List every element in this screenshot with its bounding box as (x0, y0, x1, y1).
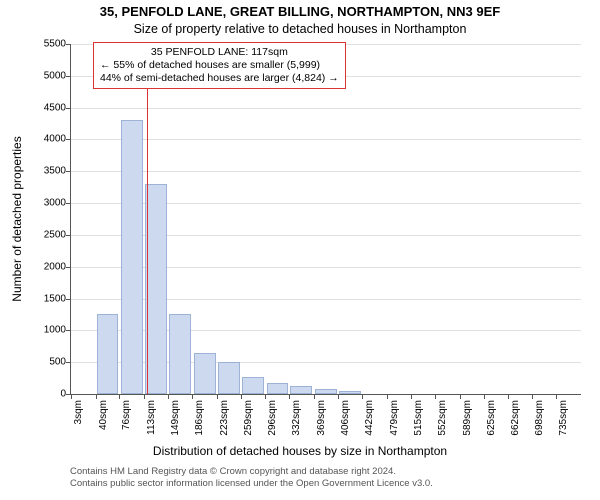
x-tick-label: 735sqm (558, 400, 569, 436)
x-tick-label: 76sqm (121, 400, 132, 430)
histogram-bar (242, 377, 264, 394)
footer-attribution: Contains HM Land Registry data © Crown c… (70, 466, 590, 490)
x-tick-label: 332sqm (291, 400, 302, 436)
y-tick-label: 2000 (36, 261, 66, 272)
x-axis-label: Distribution of detached houses by size … (0, 444, 600, 458)
histogram-bar (218, 362, 239, 394)
x-tick-label: 259sqm (243, 400, 254, 436)
x-tick-label: 186sqm (194, 400, 205, 436)
x-tick-mark (144, 394, 145, 399)
histogram-bar (121, 120, 143, 394)
y-tick-mark (66, 203, 71, 204)
x-tick-label: 406sqm (340, 400, 351, 436)
page-title-line1: 35, PENFOLD LANE, GREAT BILLING, NORTHAM… (0, 4, 600, 19)
x-tick-label: 589sqm (462, 400, 473, 436)
x-tick-mark (556, 394, 557, 399)
x-tick-mark (460, 394, 461, 399)
y-tick-label: 500 (36, 357, 66, 368)
y-tick-mark (66, 108, 71, 109)
y-tick-label: 1500 (36, 293, 66, 304)
y-tick-label: 3500 (36, 166, 66, 177)
y-tick-label: 2500 (36, 229, 66, 240)
callout-line1: 35 PENFOLD LANE: 117sqm (100, 46, 339, 59)
y-tick-mark (66, 267, 71, 268)
x-tick-mark (192, 394, 193, 399)
histogram-bar (169, 314, 191, 394)
chart-page: { "title_line1": "35, PENFOLD LANE, GREA… (0, 0, 600, 500)
x-tick-label: 369sqm (316, 400, 327, 436)
y-tick-label: 5500 (36, 39, 66, 50)
y-tick-mark (66, 330, 71, 331)
y-tick-label: 0 (36, 389, 66, 400)
plot-area (70, 44, 581, 395)
x-tick-mark (435, 394, 436, 399)
y-tick-mark (66, 235, 71, 236)
x-tick-label: 515sqm (413, 400, 424, 436)
y-tick-label: 4000 (36, 134, 66, 145)
y-tick-mark (66, 44, 71, 45)
x-tick-mark (532, 394, 533, 399)
x-tick-mark (362, 394, 363, 399)
histogram-bar (97, 314, 118, 394)
page-title-line2: Size of property relative to detached ho… (0, 22, 600, 36)
x-tick-label: 552sqm (437, 400, 448, 436)
x-tick-mark (71, 394, 72, 399)
y-tick-mark (66, 139, 71, 140)
x-tick-mark (217, 394, 218, 399)
reference-callout: 35 PENFOLD LANE: 117sqm ← 55% of detache… (93, 42, 346, 89)
footer-line1: Contains HM Land Registry data © Crown c… (70, 466, 590, 478)
x-tick-mark (96, 394, 97, 399)
y-tick-label: 1000 (36, 325, 66, 336)
x-tick-mark (411, 394, 412, 399)
y-tick-mark (66, 362, 71, 363)
x-tick-label: 113sqm (146, 400, 157, 435)
histogram-bar (194, 353, 216, 394)
x-tick-mark (241, 394, 242, 399)
x-tick-mark (168, 394, 169, 399)
y-tick-label: 4500 (36, 102, 66, 113)
y-axis-label: Number of detached properties (10, 54, 24, 219)
x-tick-label: 625sqm (486, 400, 497, 436)
x-tick-label: 662sqm (510, 400, 521, 436)
x-tick-mark (265, 394, 266, 399)
x-tick-mark (338, 394, 339, 399)
x-tick-label: 223sqm (219, 400, 230, 436)
x-tick-mark (387, 394, 388, 399)
histogram-bar (339, 391, 360, 394)
histogram-bar (315, 389, 337, 394)
callout-line3: 44% of semi-detached houses are larger (… (100, 72, 339, 85)
x-tick-label: 40sqm (98, 400, 109, 430)
x-tick-mark (289, 394, 290, 399)
y-tick-mark (66, 76, 71, 77)
footer-line2: Contains public sector information licen… (70, 478, 590, 490)
x-tick-label: 442sqm (364, 400, 375, 436)
x-tick-label: 479sqm (389, 400, 400, 436)
histogram-bar (290, 386, 312, 394)
x-tick-mark (119, 394, 120, 399)
x-tick-label: 3sqm (73, 400, 84, 424)
y-tick-mark (66, 171, 71, 172)
x-tick-mark (484, 394, 485, 399)
x-tick-label: 149sqm (170, 400, 181, 436)
histogram-bar (145, 184, 166, 394)
histogram-bar (267, 383, 288, 394)
x-tick-mark (508, 394, 509, 399)
y-tick-label: 3000 (36, 198, 66, 209)
x-tick-mark (314, 394, 315, 399)
x-tick-label: 698sqm (534, 400, 545, 436)
x-tick-label: 296sqm (267, 400, 278, 436)
y-tick-label: 5000 (36, 70, 66, 81)
reference-line (147, 44, 148, 394)
callout-line2: ← 55% of detached houses are smaller (5,… (100, 59, 339, 72)
y-tick-mark (66, 299, 71, 300)
